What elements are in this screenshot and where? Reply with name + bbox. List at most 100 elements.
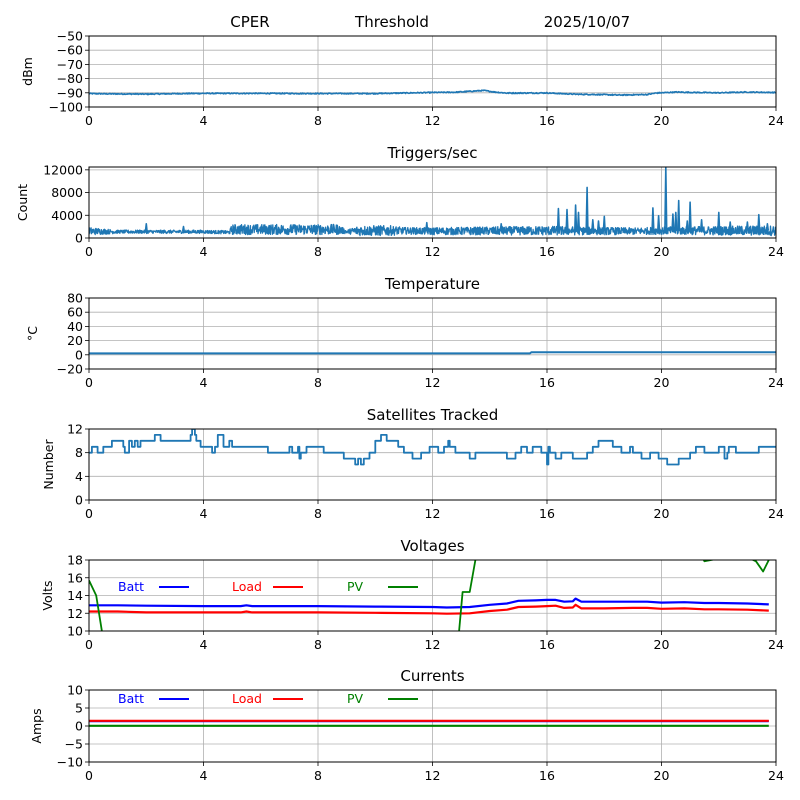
x-tick-label: 4 [200, 637, 208, 652]
x-tick-label: 24 [768, 637, 784, 652]
legend: Batt Load PV [118, 691, 418, 706]
suptitle-date: 2025/10/07 [544, 13, 630, 31]
x-tick-label: 8 [314, 506, 322, 521]
y-tick-label: 5 [75, 701, 83, 716]
ticks: 0 4 8 12 16 20 24 −100−90−80−70−60−50 [49, 29, 784, 129]
spike-mark [688, 201, 692, 231]
y-tick-label: 0 [75, 347, 83, 362]
panel-title: Triggers/sec [387, 144, 478, 162]
ticks: 0 4 8 12 16 20 24 10 12 14 16 18 [67, 553, 784, 653]
y-axis-label: Count [15, 184, 30, 221]
y-tick-label: 12 [67, 422, 83, 437]
x-tick-label: 4 [200, 244, 208, 259]
y-tick-label: 10 [67, 624, 83, 639]
spike-mark [664, 167, 668, 231]
y-axis-label: °C [25, 326, 40, 341]
panel-title: Voltages [400, 537, 464, 555]
series-line-pv [458, 560, 477, 631]
suptitle-site: CPER [230, 13, 269, 31]
panel-currents: Batt Load PV 0 4 8 12 16 20 24 −10 −5 0 5 10 Amps Curren… [29, 667, 784, 783]
panel-satellites: 0 4 8 12 16 20 24 0 4 8 12 Number Satellites Tracked [41, 406, 784, 521]
panel-triggers: 0 4 8 12 16 20 24 0 4000 8000 12000 Count Triggers/s… [15, 144, 784, 259]
spike-mark [728, 221, 732, 231]
spike-mark [144, 223, 148, 232]
legend-label-load: Load [232, 579, 262, 594]
grid [88, 297, 777, 370]
spike-mark [596, 220, 601, 232]
y-tick-label: 60 [67, 305, 83, 320]
y-tick-label: 14 [67, 588, 83, 603]
series-line-load [89, 603, 769, 615]
panel-title: Temperature [384, 275, 480, 293]
y-tick-label: 0 [75, 719, 83, 734]
spike-mark [565, 208, 569, 231]
y-tick-label: −50 [57, 29, 83, 44]
x-tick-label: 20 [654, 375, 670, 390]
x-tick-label: 0 [85, 768, 93, 783]
spike-mark [671, 213, 675, 231]
spike-mark [556, 207, 561, 231]
x-tick-label: 16 [539, 375, 555, 390]
legend-label-pv: PV [347, 691, 364, 706]
y-axis-label: Volts [40, 580, 55, 610]
y-tick-label: −100 [49, 100, 83, 115]
y-tick-label: 0 [75, 493, 83, 508]
spike-mark [181, 225, 186, 232]
series-line-pv [89, 580, 103, 631]
x-tick-label: 8 [314, 113, 322, 128]
x-tick-label: 8 [314, 375, 322, 390]
panel-title: Satellites Tracked [367, 406, 498, 424]
y-tick-label: 80 [67, 291, 83, 306]
y-tick-label: 4000 [51, 208, 83, 223]
spike-mark [591, 219, 595, 231]
x-tick-label: 4 [200, 113, 208, 128]
x-tick-label: 20 [654, 244, 670, 259]
ticks: 0 4 8 12 16 20 24 0 4 8 12 [67, 422, 784, 522]
ticks: 0 4 8 12 16 20 24 −10 −5 0 5 10 [57, 683, 784, 784]
y-tick-label: −80 [57, 71, 83, 86]
y-tick-label: 10 [67, 683, 83, 698]
spike-mark [765, 223, 770, 231]
plot-area [89, 560, 770, 631]
y-axis-label: Number [41, 439, 56, 490]
y-tick-label: 40 [67, 319, 83, 334]
spike-mark [757, 213, 761, 231]
y-tick-label: 20 [67, 333, 83, 348]
x-tick-label: 20 [654, 506, 670, 521]
x-tick-label: 20 [654, 113, 670, 128]
panel-title: Currents [400, 667, 464, 685]
x-tick-label: 12 [425, 244, 441, 259]
legend-label-batt: Batt [118, 579, 144, 594]
x-tick-label: 24 [768, 244, 784, 259]
x-tick-label: 4 [200, 768, 208, 783]
x-tick-label: 8 [314, 637, 322, 652]
legend-label-load: Load [232, 691, 262, 706]
series-line-count [89, 223, 776, 237]
x-tick-label: 24 [768, 768, 784, 783]
spike-mark [585, 186, 589, 231]
y-axis-label: Amps [29, 708, 44, 743]
x-tick-label: 16 [539, 768, 555, 783]
spike-mark [651, 207, 655, 231]
x-tick-label: 20 [654, 637, 670, 652]
y-tick-label: 8 [75, 445, 83, 460]
spike-mark [674, 211, 678, 231]
series-line-batt [89, 597, 769, 609]
y-tick-label: 4 [75, 469, 83, 484]
y-tick-label: −10 [57, 755, 83, 770]
series-line-satellites [89, 429, 776, 466]
plot-area [89, 167, 776, 237]
y-tick-label: −5 [65, 737, 83, 752]
x-tick-label: 12 [425, 637, 441, 652]
spike-mark [685, 220, 689, 231]
grid [88, 559, 777, 632]
figure-suptitle: CPER Threshold 2025/10/07 [230, 13, 630, 31]
x-tick-label: 0 [85, 506, 93, 521]
y-axis-label: dBm [20, 57, 35, 86]
x-tick-label: 4 [200, 506, 208, 521]
x-tick-label: 0 [85, 637, 93, 652]
x-tick-label: 0 [85, 244, 93, 259]
legend-label-pv: PV [347, 579, 364, 594]
